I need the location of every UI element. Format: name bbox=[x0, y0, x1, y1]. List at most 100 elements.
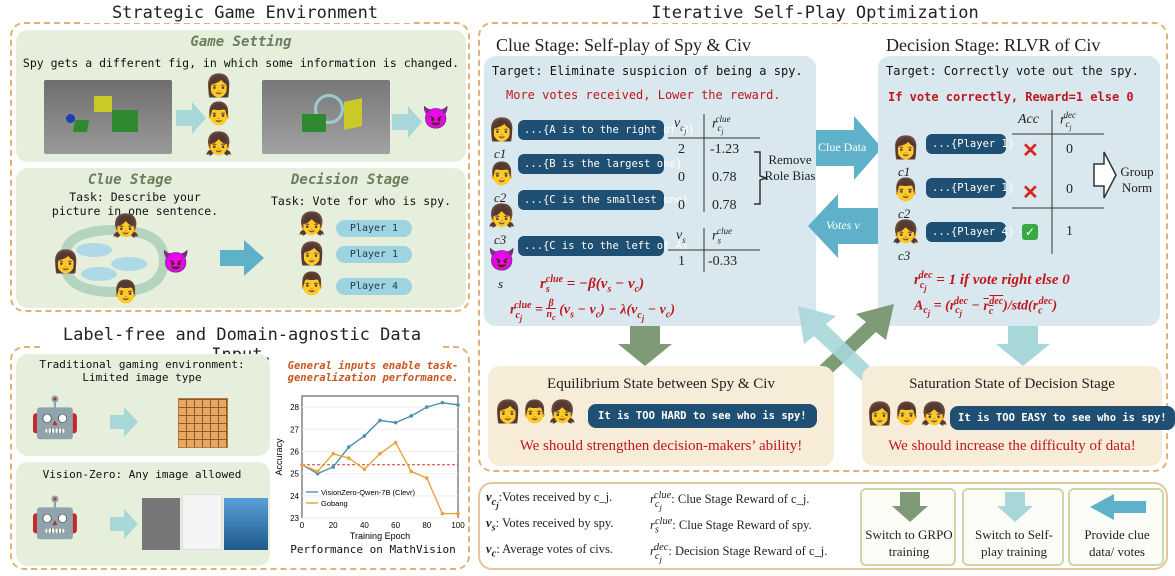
vote-pill: ...{Player 1} bbox=[926, 178, 1014, 198]
civ-avatar: 👨 bbox=[112, 280, 140, 305]
player-label: c1 bbox=[898, 164, 911, 179]
col-header-reward: rcjclue bbox=[712, 114, 731, 137]
plot-area bbox=[301, 395, 459, 519]
clue-formula-spy: rsclue = −β(vs − vc) bbox=[540, 274, 645, 295]
game-setting-desc: Spy gets a different fig, in which some … bbox=[22, 56, 460, 70]
saturation-title: Saturation State of Decision Stage bbox=[909, 376, 1115, 392]
spy-scene-image bbox=[262, 80, 390, 154]
spy-avatar-icon: 😈 bbox=[488, 248, 516, 273]
switch-selfplay-button[interactable]: Switch to Self-play training bbox=[962, 488, 1064, 566]
civ-avatar: 👨 bbox=[298, 272, 326, 297]
sample-photo-image bbox=[224, 498, 268, 550]
y-axis-label: Accuracy bbox=[274, 438, 284, 476]
vote-bubble: Player 1 bbox=[336, 246, 412, 263]
series-point bbox=[331, 465, 335, 469]
series-point bbox=[300, 462, 304, 467]
vote-bubble: Player 4 bbox=[336, 278, 412, 295]
chart-caption: Performance on MathVision bbox=[290, 543, 456, 556]
civ-avatar: 👨 bbox=[205, 102, 233, 127]
clue-stage-task: Task: Describe your picture in one sente… bbox=[51, 190, 219, 218]
wrong-icon: ✕ bbox=[1022, 180, 1039, 204]
decision-stage-task: Task: Vote for who is spy. bbox=[270, 194, 451, 208]
series-point bbox=[315, 469, 320, 474]
group-norm-arrow-icon bbox=[1093, 151, 1117, 199]
y-tick-label: 24 bbox=[290, 492, 299, 501]
left-arrow-icon bbox=[1090, 494, 1146, 520]
switch-grpo-button[interactable]: Switch to GRPO training bbox=[860, 488, 956, 566]
series-point bbox=[347, 445, 351, 449]
arrow-right-icon bbox=[110, 407, 138, 437]
x-tick-label: 60 bbox=[391, 521, 400, 530]
equilibrium-title: Equilibrium State between Spy & Civ bbox=[547, 376, 775, 392]
series-point bbox=[378, 451, 382, 456]
civ-avatar: 👩 bbox=[52, 250, 80, 275]
civ-votes: 2 bbox=[678, 142, 685, 157]
wrong-icon: ✕ bbox=[1022, 138, 1039, 162]
series-point bbox=[362, 467, 367, 471]
general-note: General inputs enable task-generalizatio… bbox=[287, 360, 459, 384]
series-point bbox=[362, 434, 367, 438]
group-norm-label: Group Norm bbox=[1120, 164, 1154, 195]
legend-label: Gobang bbox=[321, 499, 348, 508]
saturation-conclusion: We should increase the difficulty of dat… bbox=[888, 438, 1136, 454]
equilibrium-conclusion: We should strengthen decision-makers’ ab… bbox=[519, 438, 803, 454]
provide-clue-button[interactable]: Provide clue data/ votes bbox=[1068, 488, 1164, 566]
x-tick-label: 0 bbox=[300, 521, 305, 530]
civ-avatar: 👨 bbox=[488, 162, 516, 187]
env-panel bbox=[10, 22, 470, 312]
original-scene-image bbox=[44, 80, 172, 154]
clue-data-arrow-icon[interactable] bbox=[816, 116, 882, 180]
down-arrow-icon bbox=[618, 326, 672, 366]
legend-label: VisionZero-Qwen-7B (Clevr) bbox=[321, 488, 416, 497]
x-tick-label: 80 bbox=[422, 521, 431, 530]
clue-data-label: Clue Data bbox=[818, 140, 867, 154]
player-label: c3 bbox=[494, 232, 507, 247]
civ-avatar: 👩 bbox=[488, 118, 516, 143]
dec-formula-reward: rcjdec = 1 if vote right else 0 bbox=[914, 270, 1070, 293]
x-tick-label: 100 bbox=[451, 521, 465, 530]
series-point bbox=[347, 456, 351, 460]
robot-players-icon: 🤖 bbox=[30, 495, 80, 541]
civ-avatar: 👩 bbox=[892, 136, 920, 161]
dec-reward: 1 bbox=[1066, 224, 1073, 239]
y-tick-label: 27 bbox=[290, 425, 299, 434]
decision-stage-title: Decision Stage bbox=[290, 172, 409, 188]
civ-votes: 0 bbox=[678, 170, 685, 185]
series-point bbox=[440, 511, 445, 516]
down-arrow-icon bbox=[996, 326, 1050, 366]
arrow-right-icon bbox=[392, 106, 422, 138]
series-point bbox=[378, 418, 382, 423]
spy-avatar-icon: 😈 bbox=[422, 106, 450, 131]
civ-avatar: 👧 bbox=[298, 212, 326, 237]
clue-target: Target: Eliminate suspicion of being a s… bbox=[492, 64, 803, 78]
series-point bbox=[425, 476, 429, 480]
series-point bbox=[409, 414, 413, 418]
arrow-right-icon bbox=[110, 509, 138, 539]
clue-formula-civ: rcjclue = β nc (vs − vc) − λ(vcj − vc) bbox=[510, 298, 676, 323]
votes-arrow-icon[interactable] bbox=[808, 194, 880, 258]
y-tick-label: 28 bbox=[290, 403, 299, 412]
traditional-text: Traditional gaming environment: Limited … bbox=[39, 358, 245, 384]
player-label: c2 bbox=[494, 190, 507, 205]
series-point bbox=[425, 405, 429, 409]
decision-stage-box bbox=[878, 56, 1160, 326]
civ-reward: -1.23 bbox=[710, 142, 740, 157]
civ-avatar: 👧 bbox=[488, 204, 516, 229]
sample-chart-image bbox=[182, 494, 222, 550]
dec-formula-adv: Acj = (rcjdec − rcdec)/std(rcdec) bbox=[914, 296, 1058, 319]
clue-pill: ...{C is the smallest one} bbox=[518, 190, 688, 210]
iterative-panel bbox=[478, 22, 1168, 472]
decision-target: Target: Correctly vote out the spy. bbox=[886, 64, 1139, 78]
series-point bbox=[440, 400, 445, 405]
clue-reward-rule: More votes received, Lower the reward. bbox=[506, 88, 781, 102]
dec-reward-header: rcjdec bbox=[1060, 110, 1077, 133]
saturation-speech: It is TOO EASY to see who is spy! bbox=[950, 406, 1175, 430]
civ-avatar: 👧 bbox=[112, 214, 140, 239]
clue-table-lines bbox=[668, 114, 760, 272]
civ-avatar: 👧 bbox=[892, 220, 920, 245]
series-point bbox=[409, 469, 413, 474]
decision-reward-rule: If vote correctly, Reward=1 else 0 bbox=[888, 90, 1134, 104]
legend-row: rsclue: Clue Stage Reward of spy. bbox=[650, 516, 812, 536]
x-axis-label: Training Epoch bbox=[350, 531, 410, 541]
legend-panel bbox=[478, 482, 1168, 570]
